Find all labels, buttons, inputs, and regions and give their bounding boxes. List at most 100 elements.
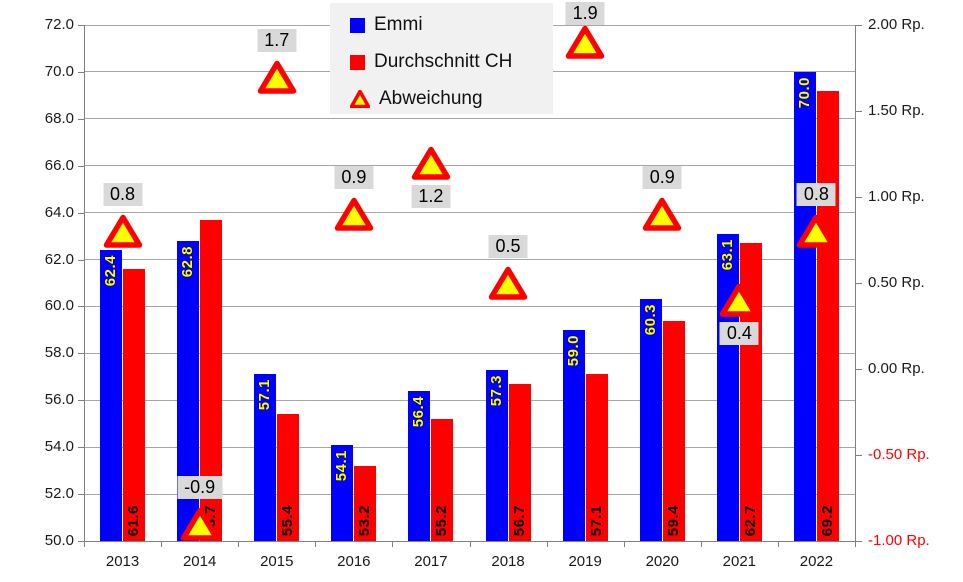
legend-square-icon	[350, 54, 365, 70]
bar-emmi	[793, 71, 816, 541]
y-axis-right-tick	[856, 455, 862, 456]
x-axis-category-label: 2020	[645, 553, 679, 570]
y-axis-right-line	[855, 25, 856, 541]
y-axis-left-tick	[78, 259, 84, 261]
y-axis-left-tick-label: 58.0	[44, 344, 74, 362]
abweichung-triangle-marker	[488, 265, 528, 301]
legend-item-emmi: Emmi	[350, 13, 423, 37]
y-axis-left-tick	[78, 165, 84, 167]
bar-label-emmi: 57.1	[256, 379, 274, 411]
y-axis-right-tick	[856, 541, 862, 542]
y-axis-right-tick	[856, 283, 862, 284]
bar-durchschnitt-ch	[739, 243, 762, 541]
x-axis-category-label: 2022	[799, 553, 834, 570]
y-axis-left-tick	[78, 71, 84, 73]
plot-gridline	[84, 305, 855, 307]
bar-durchschnitt-ch	[662, 320, 685, 541]
y-axis-left-tick-label: 50.0	[44, 532, 74, 549]
bar-label-emmi: 57.3	[487, 374, 505, 406]
abweichung-triangle-marker	[642, 196, 682, 232]
plot-gridline	[84, 118, 855, 120]
y-axis-left-tick	[78, 306, 84, 308]
abweichung-triangle-marker	[334, 196, 374, 232]
y-axis-left-tick	[78, 541, 84, 542]
legend-square-icon	[350, 17, 365, 33]
y-axis-left-line	[84, 25, 85, 541]
x-axis-tick	[777, 541, 779, 547]
bar-label-durchschnitt-ch: 62.7	[741, 504, 759, 536]
abweichung-triangle-marker	[257, 59, 297, 95]
plot-gridline	[84, 212, 855, 214]
bar-durchschnitt-ch	[816, 90, 839, 541]
bar-durchschnitt-ch	[200, 219, 223, 541]
x-axis-tick	[623, 541, 625, 547]
bar-label-durchschnitt-ch: 69.2	[818, 504, 836, 536]
abweichung-value-label: 0.8	[796, 183, 836, 207]
plot-gridline	[84, 165, 855, 167]
bar-emmi	[485, 369, 508, 541]
bar-durchschnitt-ch	[277, 414, 300, 541]
x-axis-tick	[392, 541, 394, 547]
y-axis-right-tick-label: 1.50 Rp.	[868, 102, 925, 119]
bar-emmi	[254, 374, 277, 541]
abweichung-value-label: 0.5	[488, 235, 528, 258]
bar-label-durchschnitt-ch: 53.2	[356, 504, 374, 536]
x-axis-tick	[161, 541, 163, 547]
x-axis-category-label: 2014	[182, 553, 217, 570]
bar-durchschnitt-ch	[354, 465, 377, 541]
bar-label-emmi: 63.1	[718, 238, 736, 270]
abweichung-value-label: 1.2	[411, 184, 451, 208]
bar-emmi	[408, 390, 431, 541]
bar-label-durchschnitt-ch: 55.2	[433, 504, 451, 536]
abweichung-triangle-marker	[796, 213, 836, 249]
y-axis-left-tick-label: 72.0	[44, 16, 74, 33]
bar-label-emmi: 62.8	[179, 245, 197, 277]
y-axis-left-tick-label: 54.0	[44, 438, 74, 456]
y-axis-right-tick-label: 2.00 Rp.	[868, 16, 925, 33]
x-axis-tick	[84, 541, 85, 547]
bar-durchschnitt-ch	[123, 268, 146, 541]
bar-emmi	[100, 250, 123, 541]
plot-gridline	[84, 399, 855, 401]
bar-emmi	[639, 299, 662, 541]
abweichung-triangle-marker	[719, 282, 759, 318]
bar-label-durchschnitt-ch: 56.7	[510, 504, 528, 536]
x-axis-tick	[238, 541, 240, 547]
abweichung-triangle-marker	[411, 145, 451, 181]
y-axis-left-tick	[78, 353, 84, 355]
bar-label-emmi: 56.4	[410, 395, 428, 428]
bar-emmi	[562, 329, 585, 541]
x-axis-tick	[315, 541, 317, 547]
bar-label-emmi: 60.3	[641, 304, 659, 336]
y-axis-right-tick	[856, 369, 862, 370]
y-axis-right-tick-label: 0.00 Rp.	[868, 360, 925, 377]
y-axis-left-tick-label: 64.0	[44, 203, 74, 221]
x-axis-category-label: 2013	[105, 553, 140, 570]
legend-item-abweichung: Abweichung	[349, 87, 483, 111]
legend-triangle-icon	[349, 89, 371, 109]
x-axis-category-label: 2021	[722, 553, 757, 570]
bar-label-durchschnitt-ch: 55.4	[279, 504, 297, 536]
y-axis-right-tick-label: 1.00 Rp.	[868, 188, 925, 205]
abweichung-value-label: 1.9	[565, 2, 605, 25]
x-axis-category-label: 2015	[260, 553, 294, 570]
bar-label-durchschnitt-ch: 59.4	[664, 504, 682, 536]
abweichung-value-label: 0.8	[103, 183, 143, 207]
abweichung-triangle-marker	[180, 506, 220, 542]
legend-item-label: Durchschnitt CH	[374, 51, 513, 72]
bar-durchschnitt-ch	[431, 419, 454, 541]
bar-emmi	[177, 240, 200, 541]
y-axis-left-tick	[78, 25, 84, 26]
x-axis-category-label: 2016	[337, 553, 371, 570]
abweichung-value-label: 0.4	[719, 322, 759, 346]
x-axis-tick	[700, 541, 702, 547]
x-axis-tick	[469, 541, 471, 547]
y-axis-right-tick	[856, 197, 862, 198]
bar-emmi	[331, 444, 354, 541]
abweichung-value-label: 0.9	[334, 166, 374, 190]
chart-legend: Emmi Durchschnitt CH Abweichung	[330, 3, 553, 114]
y-axis-left-tick	[78, 118, 84, 120]
y-axis-left-tick-label: 68.0	[44, 109, 74, 127]
bar-durchschnitt-ch	[585, 374, 608, 541]
